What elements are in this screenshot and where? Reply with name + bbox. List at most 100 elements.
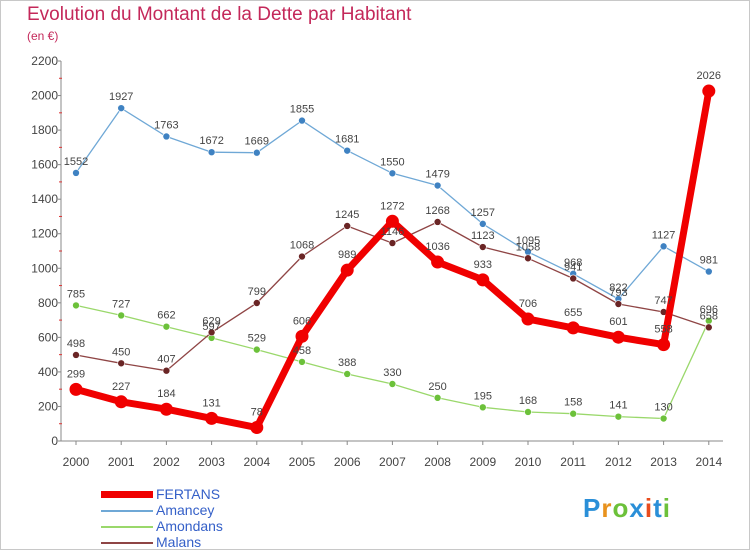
legend-label-malans: Malans	[156, 534, 202, 550]
data-label-fertans: 655	[564, 307, 582, 319]
data-point-amondans	[162, 322, 171, 331]
data-label-amancey: 1763	[154, 119, 178, 131]
data-label-malans: 941	[564, 261, 582, 273]
data-point-amondans	[614, 412, 623, 421]
data-label-fertans: 706	[519, 298, 537, 310]
data-point-amondans	[524, 408, 532, 416]
data-point-fertans	[611, 330, 625, 344]
data-label-amondans: 141	[609, 400, 627, 412]
data-point-malans	[72, 351, 80, 359]
data-point-amondans	[388, 380, 397, 388]
data-label-malans: 1146	[381, 226, 405, 238]
y-tick-label: 200	[38, 399, 58, 413]
data-label-amancey: 1669	[245, 136, 269, 148]
legend-label-amancey: Amancey	[156, 502, 215, 518]
x-tick-label: 2009	[469, 455, 496, 469]
data-point-malans	[478, 243, 487, 251]
data-point-fertans	[69, 382, 83, 396]
data-label-malans: 793	[609, 287, 627, 299]
x-tick-label: 2005	[289, 455, 316, 469]
data-label-malans: 1123	[471, 230, 495, 242]
data-point-malans	[117, 359, 125, 368]
logo-letter: i	[644, 493, 654, 523]
x-tick-label: 2012	[605, 455, 632, 469]
data-label-amondans: 130	[654, 402, 672, 414]
legend-swatch-fertans	[101, 491, 153, 498]
legend-item-amondans[interactable]: Amondans	[101, 519, 301, 535]
data-label-amancey: 1550	[380, 156, 404, 168]
legend-item-malans[interactable]: Malans	[101, 534, 301, 550]
y-tick-label: 1400	[31, 192, 58, 206]
data-point-amancey	[343, 146, 352, 155]
data-label-fertans: 299	[67, 368, 85, 380]
data-label-malans: 450	[112, 346, 130, 358]
data-point-amondans	[569, 409, 578, 418]
data-label-amondans: 168	[519, 395, 537, 407]
data-point-malans	[253, 299, 261, 307]
data-label-amancey: 822	[609, 282, 627, 294]
x-tick-label: 2006	[334, 455, 361, 469]
data-label-malans: 498	[67, 338, 85, 350]
data-labels: 1552 1927 1763 1672 1669 1855 1681 1550 1479 1257…	[64, 70, 721, 418]
data-label-amondans: 158	[564, 397, 582, 409]
unit-label: (en €)	[27, 29, 59, 43]
data-label-amancey: 1095	[516, 235, 540, 247]
legend-swatch-amondans	[101, 526, 153, 528]
data-point-fertans	[295, 329, 309, 343]
logo-letter: o	[612, 493, 630, 523]
data-point-amondans	[253, 345, 261, 354]
data-label-amancey: 1552	[64, 156, 88, 168]
data-point-fertans	[431, 255, 445, 269]
x-tick-label: 2014	[695, 455, 722, 469]
data-point-amancey	[704, 267, 713, 276]
legend-item-fertans[interactable]: FERTANS	[101, 487, 301, 503]
data-point-fertans	[159, 402, 173, 416]
data-point-malans	[298, 252, 306, 261]
axes: 0 200 400 600 800 1000 1200 1400 1600 1800 2000 220…	[31, 54, 723, 469]
data-point-amancey	[117, 104, 125, 112]
data-point-fertans	[114, 395, 128, 409]
data-point-fertans	[250, 421, 264, 435]
data-point-malans	[614, 300, 623, 308]
data-label-fertans: 606	[293, 315, 311, 327]
proxiti-logo: Proxiti	[583, 493, 671, 524]
data-label-amancey: 1672	[199, 135, 223, 147]
x-tick-label: 2000	[63, 455, 90, 469]
legend: FERTANS Amancey Amondans Malans	[101, 487, 301, 550]
data-label-fertans: 989	[338, 249, 356, 261]
data-label-malans: 747	[654, 295, 672, 307]
data-label-fertans: 601	[609, 316, 627, 328]
data-point-amancey	[433, 181, 442, 190]
data-point-amancey	[388, 169, 397, 178]
data-point-fertans	[566, 321, 580, 335]
data-point-fertans	[340, 263, 354, 277]
data-label-malans: 1058	[516, 241, 540, 253]
data-point-fertans	[657, 338, 671, 352]
logo-letter: P	[583, 493, 602, 523]
data-point-malans	[569, 274, 578, 283]
data-point-amondans	[298, 358, 306, 366]
legend-label-amondans: Amondans	[156, 518, 223, 534]
y-tick-label: 1000	[31, 261, 58, 275]
data-label-amondans: 195	[474, 390, 492, 402]
data-point-fertans	[385, 214, 399, 228]
data-point-fertans	[521, 312, 535, 326]
data-label-malans: 1068	[290, 240, 314, 252]
data-point-amancey	[253, 148, 261, 157]
data-label-malans: 658	[700, 310, 718, 322]
data-label-fertans: 558	[654, 324, 672, 336]
data-point-malans	[704, 323, 713, 332]
data-label-amancey: 1927	[109, 91, 133, 103]
data-label-fertans: 131	[202, 397, 220, 409]
y-tick-label: 600	[38, 330, 58, 344]
legend-item-amancey[interactable]: Amancey	[101, 503, 301, 519]
data-point-amondans	[659, 414, 668, 423]
data-label-amondans: 529	[248, 333, 266, 345]
legend-swatch-amancey	[101, 510, 153, 512]
data-point-amondans	[343, 370, 352, 378]
x-tick-label: 2001	[108, 455, 135, 469]
data-label-fertans: 2026	[697, 70, 721, 82]
data-point-amancey	[298, 116, 306, 125]
x-tick-label: 2002	[153, 455, 180, 469]
